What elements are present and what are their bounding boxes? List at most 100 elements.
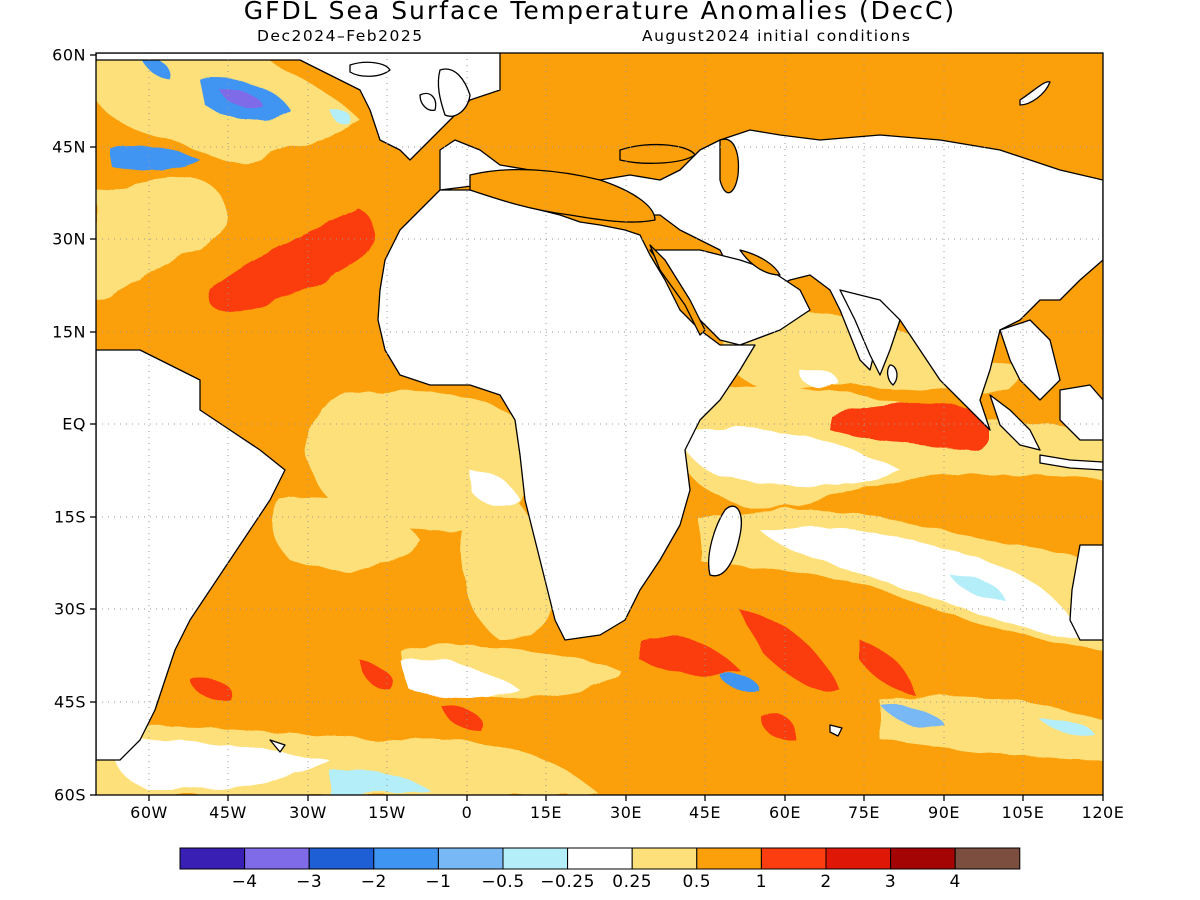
africa-eurasia-land [96,53,1103,641]
x-tick-label: 60W [130,803,168,822]
x-tick-label: 15E [530,803,562,822]
y-tick-label: 15S [53,507,86,527]
anomaly-cold-crozet [720,673,759,691]
x-tick-label: 75E [848,803,880,822]
anomaly-cool-kerguelen [880,704,945,727]
colorbar-swatch [502,847,569,870]
colorbar-label: −0.25 [540,872,595,892]
colorbar-swatch [567,847,633,870]
y-tick-label: 45S [53,692,86,712]
anomaly-neutral-south-atlantic-45s [400,659,520,698]
colorbar-swatch [954,847,1021,870]
x-tick-label: 30E [610,803,642,822]
colorbar-swatch [760,847,827,870]
anomaly-light-south-atlantic [273,497,420,571]
colorbar-label: −1 [425,872,452,892]
colorbar-swatch [631,847,698,870]
y-tick-label: 60S [53,785,86,805]
anomaly-hot-agulhas-1 [640,637,740,676]
colorbar-swatch [890,847,956,870]
mediterranean-sea [469,168,656,223]
x-tick-label: 90E [928,803,960,822]
anomaly-neutral-angola [470,470,520,506]
anomaly-hot-agulhas-2 [740,610,840,691]
x-tick-label: 60E [769,803,801,822]
anomaly-cool-south-indian [950,575,1005,600]
anomaly-cold-newfoundland [110,148,200,170]
caspian-sea [719,138,740,194]
colorbar-label: 0.25 [612,872,653,892]
anomaly-field [96,53,1103,795]
colorbar-label: −3 [296,872,323,892]
anomaly-cool-weddell [330,769,430,795]
anomaly-neutral-west-indian [686,427,900,486]
sri-lanka-land [886,364,898,386]
map-title: GFDL Sea Surface Temperature Anomalies (… [243,0,957,25]
anomaly-light-sw-australia [880,696,1103,760]
colorbar-label: 3 [884,872,897,892]
persian-gulf [739,249,781,276]
south-georgia-fragment [269,739,286,753]
y-tick-label: 30N [52,229,86,249]
anomaly-cool-midlat [330,109,352,125]
x-tick-label: 30W [289,803,327,822]
anomaly-coldest-labrador [220,89,262,107]
anomaly-hot-eastern-indian [830,403,989,450]
x-tick-label: 120E [1081,803,1125,822]
anomaly-hot-south-indian-2 [760,713,796,741]
land-masses [96,53,1103,761]
kerguelen-fragment [829,724,843,737]
borneo-land [1059,384,1103,441]
colorbar-swatch [696,847,762,870]
y-tick-label: 30S [53,599,86,619]
anomaly-hot-subtropical-atlantic [207,210,375,312]
initial-conditions: August2024 initial conditions [642,27,912,45]
x-tick-label: 45W [209,803,247,822]
australia-land [1069,544,1103,641]
anomaly-neutral-arabian [800,368,840,389]
anomaly-cold-greenland [140,55,171,80]
colorbar-label: 2 [820,872,832,892]
north-asia-coast-fragment [1019,81,1051,106]
x-tick-label: 15W [368,803,406,822]
x-tick-label: 105E [1001,803,1045,822]
colorbar-swatch [437,847,504,870]
java-land [1039,454,1103,471]
colorbar [179,847,1021,870]
anomaly-light-north-atlantic [96,176,227,300]
colorbar-label: 4 [949,872,961,892]
colorbar-label: −4 [231,872,258,892]
madagascar-land [708,505,742,577]
colorbar-label: 1 [755,872,768,892]
iceland-land [349,61,391,77]
map-ticks [90,54,1104,801]
anomaly-neutral-drake [110,739,330,790]
indochina-land [999,319,1061,401]
map-grid [96,53,1103,795]
colorbar-label: −2 [360,872,387,892]
sumatra-land [989,394,1041,451]
great-britain-land [437,68,471,117]
colorbar-label: 0.5 [682,872,712,892]
ireland-land [419,92,437,111]
colorbar-swatch [825,847,892,870]
y-tick-label: EQ [62,414,86,434]
anomaly-hot-south-atlantic-1 [190,679,233,701]
anomaly-hot-south-atlantic-3 [440,705,483,730]
anomaly-hot-south-atlantic-2 [360,660,394,690]
south-america-land [96,349,286,761]
x-tick-label: 45E [689,803,721,822]
colorbar-swatch [373,847,439,870]
forecast-period: Dec2024–Feb2025 [257,27,424,45]
colorbar-swatch [244,847,310,870]
colorbar-swatch [308,847,375,870]
x-tick-label: 0 [461,803,473,822]
colorbar-label: −0.5 [481,872,525,892]
anomaly-cool-southeast [1040,719,1095,736]
anomaly-hot-south-indian-1 [860,640,915,695]
y-tick-label: 45N [52,137,86,157]
anomaly-neutral-south-indian [760,527,1080,640]
black-sea [619,143,696,164]
anomaly-light-benguela [460,470,553,640]
y-tick-label: 15N [52,322,86,342]
